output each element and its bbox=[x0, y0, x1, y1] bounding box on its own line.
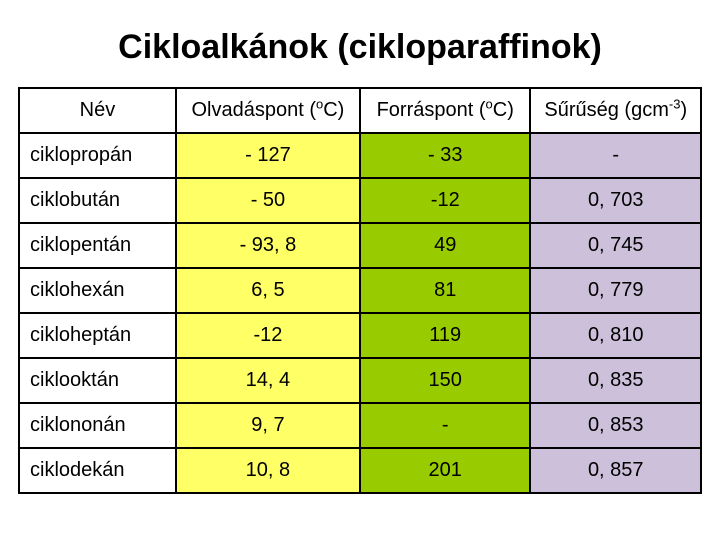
cell-dens: 0, 703 bbox=[530, 178, 701, 223]
cell-melt: 6, 5 bbox=[176, 268, 360, 313]
col-header-dens-sup: -3 bbox=[669, 96, 681, 111]
col-header-melt-post: C) bbox=[323, 99, 344, 121]
cell-name: ciklodekán bbox=[19, 448, 176, 493]
cell-dens: 0, 857 bbox=[530, 448, 701, 493]
cell-boil: -12 bbox=[360, 178, 531, 223]
cell-boil: 49 bbox=[360, 223, 531, 268]
cell-dens: 0, 745 bbox=[530, 223, 701, 268]
table-row: ciklononán9, 7-0, 853 bbox=[19, 403, 701, 448]
col-header-dens-pre: Sűrűség (gcm bbox=[544, 99, 669, 121]
cell-dens: - bbox=[530, 133, 701, 178]
table-row: cikloheptán-121190, 810 bbox=[19, 313, 701, 358]
data-table: Név Olvadáspont (oC) Forráspont (oC) Sűr… bbox=[18, 87, 702, 494]
cell-melt: 14, 4 bbox=[176, 358, 360, 403]
cell-dens: 0, 853 bbox=[530, 403, 701, 448]
col-header-melt-pre: Olvadáspont ( bbox=[191, 99, 316, 121]
cell-melt: - 93, 8 bbox=[176, 223, 360, 268]
cell-boil: 119 bbox=[360, 313, 531, 358]
cell-dens: 0, 835 bbox=[530, 358, 701, 403]
table-header-row: Név Olvadáspont (oC) Forráspont (oC) Sűr… bbox=[19, 88, 701, 133]
cell-melt: - 50 bbox=[176, 178, 360, 223]
table-row: ciklodekán10, 82010, 857 bbox=[19, 448, 701, 493]
cell-boil: - 33 bbox=[360, 133, 531, 178]
col-header-name: Név bbox=[19, 88, 176, 133]
page-title: Cikloalkánok (cikloparaffinok) bbox=[18, 28, 702, 67]
cell-name: ciklopropán bbox=[19, 133, 176, 178]
col-header-boil-pre: Forráspont ( bbox=[377, 99, 486, 121]
table-row: ciklohexán6, 5810, 779 bbox=[19, 268, 701, 313]
table-body: ciklopropán- 127- 33-ciklobután- 50-120,… bbox=[19, 133, 701, 493]
cell-name: ciklobután bbox=[19, 178, 176, 223]
cell-name: ciklooktán bbox=[19, 358, 176, 403]
cell-boil: 201 bbox=[360, 448, 531, 493]
table-row: ciklooktán14, 41500, 835 bbox=[19, 358, 701, 403]
cell-melt: - 127 bbox=[176, 133, 360, 178]
col-header-boil: Forráspont (oC) bbox=[360, 88, 531, 133]
cell-dens: 0, 779 bbox=[530, 268, 701, 313]
cell-name: ciklohexán bbox=[19, 268, 176, 313]
cell-dens: 0, 810 bbox=[530, 313, 701, 358]
cell-boil: 150 bbox=[360, 358, 531, 403]
col-header-boil-post: C) bbox=[493, 99, 514, 121]
cell-boil: - bbox=[360, 403, 531, 448]
cell-melt: 10, 8 bbox=[176, 448, 360, 493]
table-row: ciklobután- 50-120, 703 bbox=[19, 178, 701, 223]
cell-name: ciklopentán bbox=[19, 223, 176, 268]
cell-name: cikloheptán bbox=[19, 313, 176, 358]
cell-boil: 81 bbox=[360, 268, 531, 313]
table-row: ciklopentán- 93, 8490, 745 bbox=[19, 223, 701, 268]
cell-name: ciklononán bbox=[19, 403, 176, 448]
col-header-boil-sup: o bbox=[486, 96, 493, 111]
col-header-dens-post: ) bbox=[680, 99, 687, 121]
cell-melt: 9, 7 bbox=[176, 403, 360, 448]
col-header-dens: Sűrűség (gcm-3) bbox=[530, 88, 701, 133]
col-header-melt: Olvadáspont (oC) bbox=[176, 88, 360, 133]
table-row: ciklopropán- 127- 33- bbox=[19, 133, 701, 178]
cell-melt: -12 bbox=[176, 313, 360, 358]
